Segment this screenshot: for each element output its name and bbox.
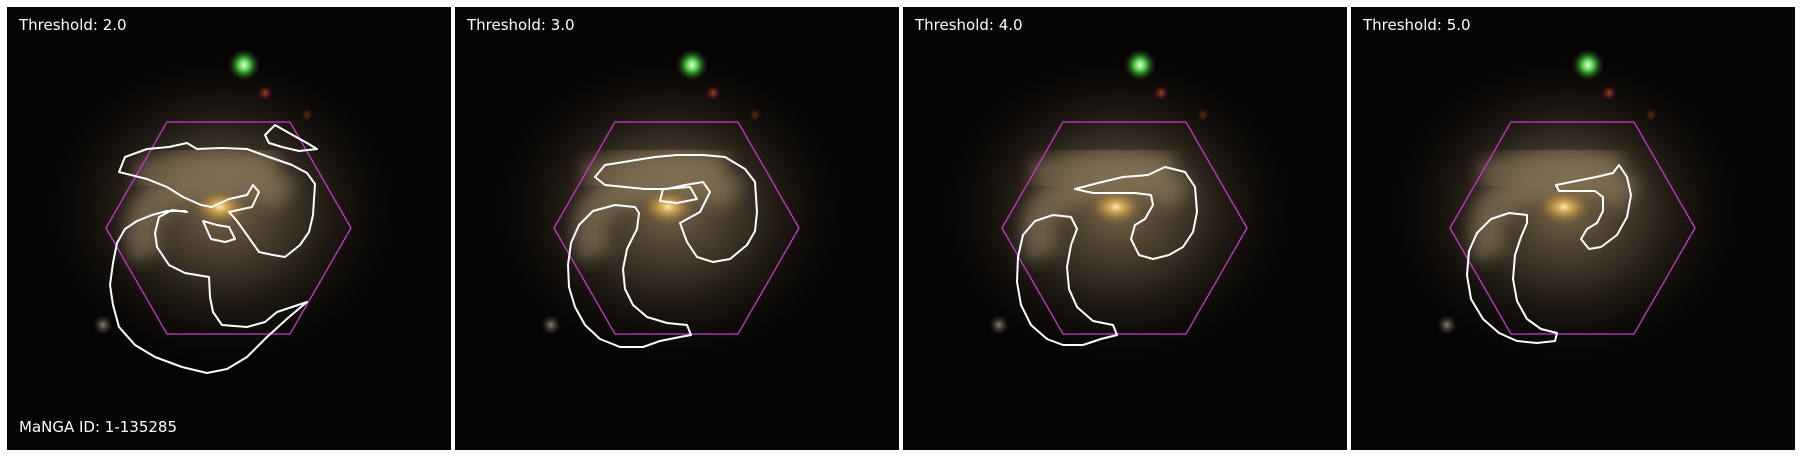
galaxy-image [455,7,899,450]
ifu-hexagon [105,121,352,335]
bright-star [228,49,260,81]
ifu-hexagon [553,121,800,335]
threshold-panel-4: Threshold: 5.0 [1351,7,1795,450]
segmentation-contour [567,154,758,348]
galaxy-glow [1381,49,1751,369]
segmentation-contour [1466,164,1632,344]
galaxy-glow [933,49,1303,369]
bright-star [1572,49,1604,81]
bright-star [676,49,708,81]
threshold-panel-3: Threshold: 4.0 [903,7,1347,450]
red-source [257,85,273,101]
red-source [1196,108,1210,122]
threshold-label: Threshold: 3.0 [467,16,575,34]
ifu-hexagon [1449,121,1696,335]
red-source [300,108,314,122]
red-source [748,108,762,122]
faint-source [541,315,561,335]
red-source [1153,85,1169,101]
galaxy-glow [485,49,855,369]
threshold-label: Threshold: 2.0 [19,16,127,34]
red-source [1644,108,1658,122]
red-source [705,85,721,101]
faint-source [989,315,1009,335]
faint-source [1437,315,1457,335]
red-source [1601,85,1617,101]
segmentation-contour [109,124,318,374]
faint-source [93,315,113,335]
segmentation-contour [1016,166,1198,346]
threshold-label: Threshold: 5.0 [1363,16,1471,34]
galaxy-image [903,7,1347,450]
threshold-panel-1: Threshold: 2.0 MaNGA ID: 1-135285 [7,7,451,450]
galaxy-image [7,7,451,450]
threshold-label: Threshold: 4.0 [915,16,1023,34]
galaxy-glow [37,49,407,369]
bright-star [1124,49,1156,81]
manga-id-label: MaNGA ID: 1-135285 [19,418,178,436]
threshold-panel-2: Threshold: 3.0 [455,7,899,450]
galaxy-image [1351,7,1795,450]
ifu-hexagon [1001,121,1248,335]
